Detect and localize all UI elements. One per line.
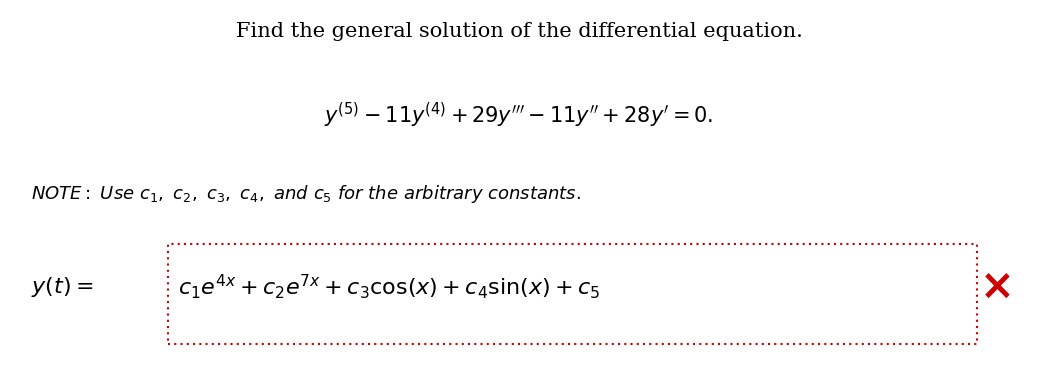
Text: $c_1 e^{4x} + c_2 e^{7x} + c_3 \cos(x) + c_4 \sin(x) + c_5$: $c_1 e^{4x} + c_2 e^{7x} + c_3 \cos(x) +…: [179, 273, 600, 302]
Bar: [168, 244, 977, 344]
Text: $y(t) =$: $y(t) =$: [31, 275, 93, 299]
Text: $\mathbf{\times}$: $\mathbf{\times}$: [979, 266, 1011, 308]
Text: $\mathit{NOTE{:}\ Use\ c_1,\ c_2,\ c_3,\ c_4,\ and\ c_5\ for\ the\ arbitrary\ co: $\mathit{NOTE{:}\ Use\ c_1,\ c_2,\ c_3,\…: [31, 183, 580, 205]
Text: $y^{(5)} - 11y^{(4)} + 29y''' - 11y'' + 28y' = 0.$: $y^{(5)} - 11y^{(4)} + 29y''' - 11y'' + …: [324, 101, 714, 130]
Text: Find the general solution of the differential equation.: Find the general solution of the differe…: [236, 22, 802, 41]
